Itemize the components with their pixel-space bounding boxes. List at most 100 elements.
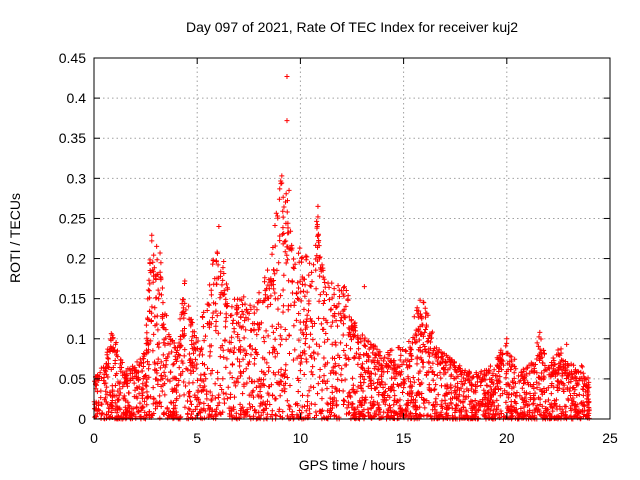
data-point [258,412,264,418]
data-point [112,358,118,364]
data-point [215,369,221,375]
data-point [554,406,560,412]
data-point [439,354,445,360]
data-point [143,372,149,378]
data-point [286,333,292,339]
data-point [490,408,496,414]
data-point [340,388,346,394]
data-point [161,369,167,375]
data-point [145,347,151,353]
data-point [267,401,273,407]
data-point [286,187,292,193]
data-point [310,337,316,343]
data-point [329,389,335,395]
data-point [157,393,163,399]
data-point [415,389,421,395]
data-point [487,376,493,382]
data-point [162,392,168,398]
data-point [258,394,264,400]
data-point [525,365,531,371]
data-point [157,415,163,421]
data-point [129,406,135,412]
data-point [231,394,237,400]
data-point [278,378,284,384]
data-point [201,400,207,406]
data-point [341,293,347,299]
data-point [333,342,339,348]
data-point [272,290,278,296]
data-point [158,373,164,379]
data-point [174,396,180,402]
data-point [208,397,214,403]
data-point [237,369,243,375]
data-point [229,334,235,340]
data-point [398,352,404,358]
data-point [460,400,466,406]
data-point [254,332,260,338]
data-point [388,409,394,415]
data-point [261,339,267,345]
data-point [484,383,490,389]
data-point [415,377,421,383]
data-point [261,382,267,388]
data-point [156,296,162,302]
data-point [423,326,429,332]
data-point [347,410,353,416]
data-point [208,292,214,298]
data-point [139,393,145,399]
data-point [148,318,154,324]
data-point [500,391,506,397]
data-point [305,393,311,399]
data-point [336,311,342,317]
data-point [335,323,341,329]
data-point [212,276,218,282]
data-point [200,385,206,391]
data-point [131,380,137,386]
data-point [133,394,139,400]
data-point [355,361,361,367]
data-point [255,392,261,398]
data-point [227,370,233,376]
data-point [289,242,295,248]
data-point [216,400,222,406]
data-point [368,377,374,383]
data-point [346,402,352,408]
data-point [279,180,285,186]
data-point [308,283,314,289]
data-point [220,347,226,353]
data-point [295,389,301,395]
data-point [284,398,290,404]
data-point [557,404,563,410]
data-point [391,397,397,403]
data-point [432,404,438,410]
data-point [411,314,417,320]
data-point [286,406,292,412]
data-point [505,395,511,401]
data-point [104,415,110,421]
data-point [238,344,244,350]
data-point [367,378,373,384]
data-point [186,303,192,309]
data-point [285,225,291,231]
data-point [132,387,138,393]
data-point [498,386,504,392]
data-point [458,385,464,391]
data-point [215,395,221,401]
x-tick-label: 10 [293,430,309,446]
data-point [242,301,248,307]
data-point [469,374,475,380]
data-point [272,396,278,402]
data-point [283,191,289,197]
data-point [214,313,220,319]
data-point [204,391,210,397]
data-point [344,411,350,417]
data-point [328,306,334,312]
data-point [280,214,286,220]
data-point [272,372,278,378]
data-point [162,373,168,379]
data-point [556,370,562,376]
data-point [251,310,257,316]
data-point [120,395,126,401]
data-point [186,380,192,386]
data-point [340,291,346,297]
